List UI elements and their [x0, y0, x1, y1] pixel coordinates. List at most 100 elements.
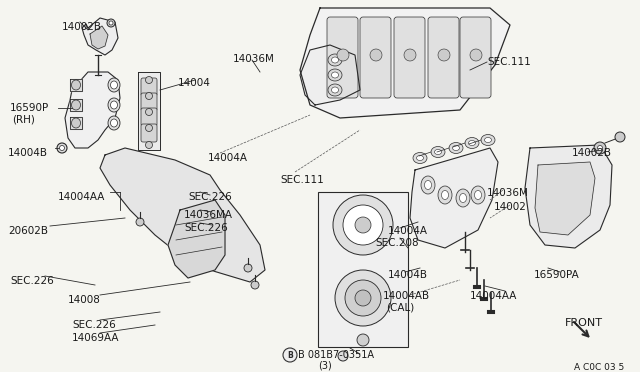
Polygon shape: [82, 18, 118, 55]
FancyBboxPatch shape: [428, 17, 459, 98]
Text: 20602B: 20602B: [8, 226, 48, 236]
Ellipse shape: [108, 98, 120, 112]
Circle shape: [57, 143, 67, 153]
Text: (RH): (RH): [12, 114, 35, 124]
Text: 14036MA: 14036MA: [184, 210, 233, 220]
Circle shape: [109, 21, 113, 25]
Text: 14004B: 14004B: [388, 270, 428, 280]
Circle shape: [145, 141, 152, 148]
Circle shape: [470, 49, 482, 61]
Ellipse shape: [72, 80, 81, 90]
Circle shape: [355, 290, 371, 306]
Circle shape: [338, 351, 348, 361]
Circle shape: [615, 132, 625, 142]
Ellipse shape: [481, 135, 495, 145]
Polygon shape: [410, 148, 498, 248]
Text: B 081B7-0351A: B 081B7-0351A: [298, 350, 374, 360]
Polygon shape: [300, 45, 360, 105]
Circle shape: [251, 281, 259, 289]
FancyBboxPatch shape: [394, 17, 425, 98]
Polygon shape: [168, 200, 225, 278]
Ellipse shape: [72, 118, 81, 128]
Circle shape: [598, 145, 602, 151]
Circle shape: [244, 264, 252, 272]
Polygon shape: [138, 72, 160, 150]
Polygon shape: [70, 99, 82, 111]
Text: 14002B: 14002B: [62, 22, 102, 32]
Ellipse shape: [332, 87, 339, 93]
Circle shape: [60, 145, 65, 151]
Circle shape: [345, 280, 381, 316]
Polygon shape: [65, 72, 120, 148]
Polygon shape: [535, 162, 595, 235]
Ellipse shape: [421, 176, 435, 194]
Polygon shape: [300, 8, 510, 118]
Ellipse shape: [442, 190, 449, 199]
Text: FRONT: FRONT: [565, 318, 603, 328]
Text: A C0C 03 5: A C0C 03 5: [574, 363, 624, 372]
Ellipse shape: [111, 101, 118, 109]
Ellipse shape: [328, 84, 342, 96]
Ellipse shape: [108, 78, 120, 92]
Polygon shape: [70, 117, 82, 129]
Polygon shape: [100, 148, 265, 282]
Text: 14004A: 14004A: [388, 226, 428, 236]
Circle shape: [594, 142, 606, 154]
Ellipse shape: [474, 190, 481, 199]
Ellipse shape: [111, 81, 118, 89]
Text: 14069AA: 14069AA: [72, 333, 120, 343]
Circle shape: [107, 19, 115, 27]
Ellipse shape: [108, 116, 120, 130]
Circle shape: [283, 348, 297, 362]
Ellipse shape: [328, 54, 342, 66]
Ellipse shape: [431, 147, 445, 157]
FancyBboxPatch shape: [141, 93, 157, 111]
Circle shape: [404, 49, 416, 61]
Ellipse shape: [484, 138, 492, 142]
Text: 16590PA: 16590PA: [534, 270, 580, 280]
Polygon shape: [90, 26, 108, 49]
FancyBboxPatch shape: [327, 17, 358, 98]
Text: 14036M: 14036M: [233, 54, 275, 64]
Ellipse shape: [72, 100, 81, 110]
Ellipse shape: [438, 186, 452, 204]
FancyBboxPatch shape: [460, 17, 491, 98]
Ellipse shape: [452, 145, 460, 151]
Text: 14008: 14008: [68, 295, 101, 305]
Circle shape: [333, 195, 393, 255]
Ellipse shape: [460, 193, 467, 202]
Circle shape: [335, 270, 391, 326]
Ellipse shape: [465, 138, 479, 148]
Polygon shape: [70, 79, 82, 91]
Ellipse shape: [435, 150, 442, 154]
Circle shape: [136, 218, 144, 226]
Text: 16590P: 16590P: [10, 103, 49, 113]
Circle shape: [357, 334, 369, 346]
Ellipse shape: [424, 180, 431, 189]
Text: B: B: [287, 350, 293, 359]
Ellipse shape: [468, 141, 476, 145]
Circle shape: [337, 49, 349, 61]
Text: 14004AB: 14004AB: [383, 291, 430, 301]
Circle shape: [343, 205, 383, 245]
Text: 14002: 14002: [494, 202, 527, 212]
Text: 14004B: 14004B: [8, 148, 48, 158]
Text: 14004AA: 14004AA: [58, 192, 106, 202]
Text: 14004: 14004: [178, 78, 211, 88]
Ellipse shape: [449, 142, 463, 154]
Circle shape: [145, 109, 152, 115]
Circle shape: [370, 49, 382, 61]
Text: SEC.208: SEC.208: [375, 238, 419, 248]
FancyBboxPatch shape: [141, 124, 157, 142]
Circle shape: [145, 77, 152, 83]
Text: 14036M: 14036M: [487, 188, 529, 198]
Circle shape: [145, 93, 152, 99]
Circle shape: [145, 125, 152, 131]
Ellipse shape: [471, 186, 485, 204]
Text: (CAL): (CAL): [386, 302, 414, 312]
Ellipse shape: [111, 119, 118, 127]
Text: 14004A: 14004A: [208, 153, 248, 163]
Text: SEC.226: SEC.226: [72, 320, 116, 330]
Ellipse shape: [413, 153, 427, 164]
Text: SEC.226: SEC.226: [184, 223, 228, 233]
